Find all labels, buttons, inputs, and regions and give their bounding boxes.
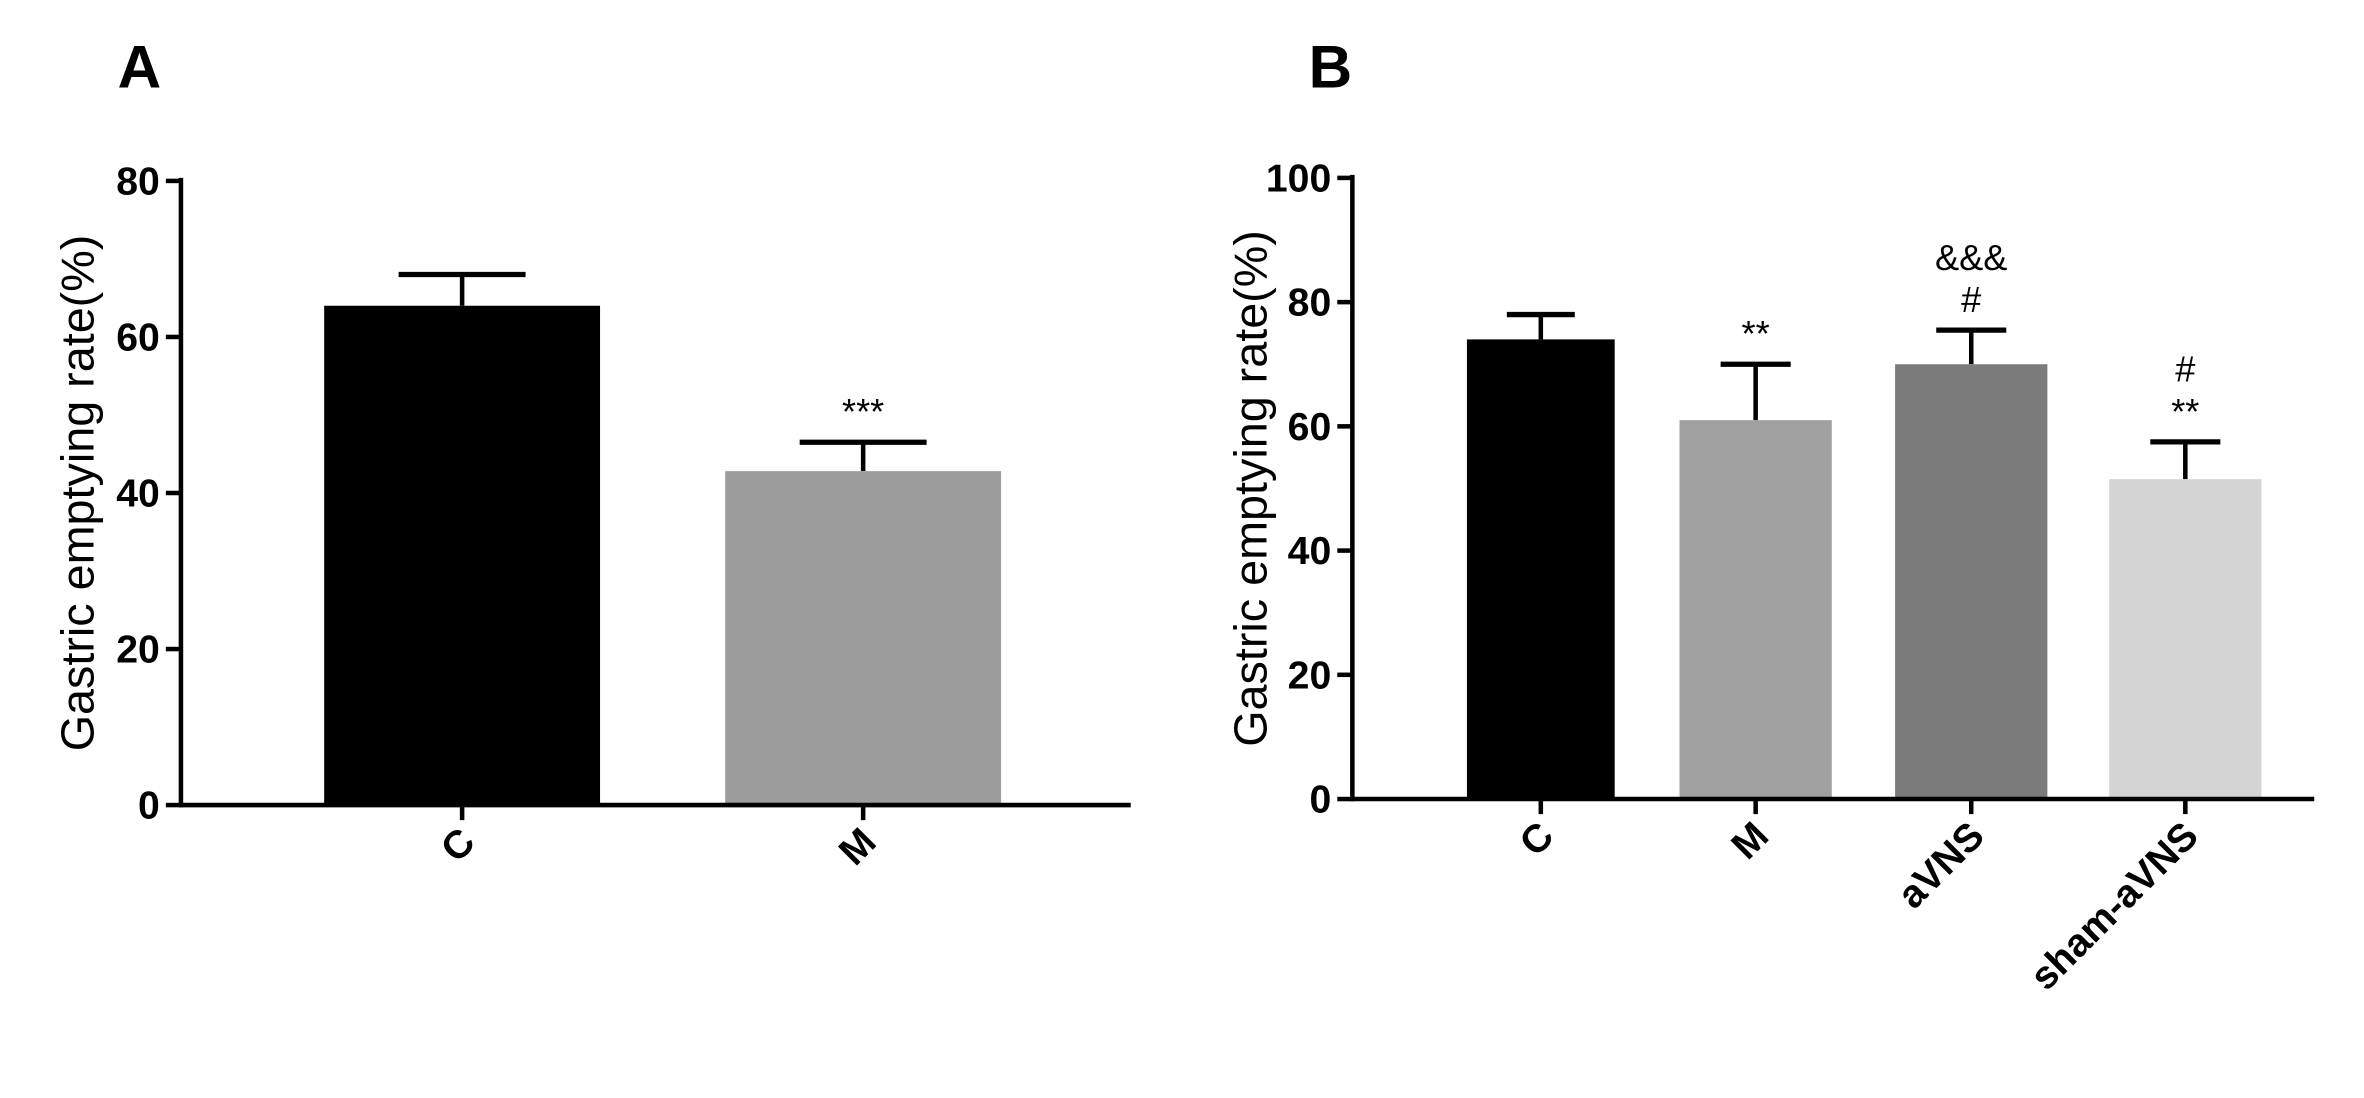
significance-label: # [1961,279,1981,320]
panel-label: B [1309,32,1353,100]
y-tick-label: 60 [1288,406,1332,449]
x-tick-label: M [1724,814,1777,867]
bar [2109,479,2262,800]
x-tick-label: M [831,820,884,873]
x-tick-label: C [1512,814,1562,864]
y-tick-label: 0 [1309,779,1331,822]
y-axis-label: Gastric emptying rate(%) [1224,230,1276,747]
bar [1679,420,1832,800]
significance-label: # [2175,349,2195,390]
y-tick-label: 20 [1288,654,1332,697]
panel-label: A [118,32,162,100]
y-tick-label: 40 [116,473,160,516]
significance-label: ** [2171,391,2199,432]
y-tick-label: 80 [1288,282,1332,325]
y-tick-label: 80 [116,160,160,203]
y-tick-label: 40 [1288,530,1332,573]
y-tick-label: 20 [116,629,160,672]
significance-label: ** [1742,313,1770,354]
bar [324,305,601,806]
bar [1895,364,2048,800]
x-tick-label: aVNS [1890,814,1993,917]
y-tick-label: 0 [138,785,160,828]
bar [1466,339,1615,800]
bar [725,471,1002,806]
significance-label: *** [842,391,884,432]
x-tick-label: C [433,820,483,870]
y-tick-label: 100 [1266,157,1331,200]
y-axis-label: Gastric emptying rate(%) [51,235,103,752]
x-tick-label: sham-aVNS [2022,814,2206,998]
y-tick-label: 60 [116,317,160,360]
significance-label: &&& [1935,237,2007,278]
